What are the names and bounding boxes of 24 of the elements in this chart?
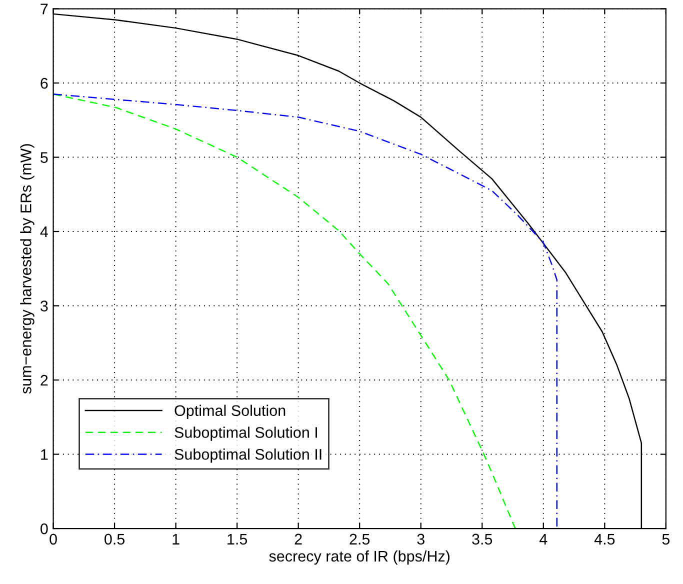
x-tick-label: 3.5 xyxy=(472,534,492,545)
x-tick-label: 1 xyxy=(172,534,180,544)
x-tick-label: 1.5 xyxy=(228,534,248,545)
y-tick-label: 6 xyxy=(40,78,48,89)
x-tick-label: 4 xyxy=(540,534,548,544)
y-tick-label: 1 xyxy=(41,449,48,460)
legend-label: Suboptimal Solution II xyxy=(174,448,322,463)
x-axis-title: secrecy rate of IR (bps/Hz) xyxy=(269,550,450,565)
legend-label: Suboptimal Solution I xyxy=(174,426,317,441)
y-tick-label: 2 xyxy=(40,374,48,386)
y-tick-label: 0 xyxy=(40,523,48,534)
y-tick-label: 7 xyxy=(40,4,48,14)
x-tick-label: 2.5 xyxy=(350,534,370,545)
x-tick-label: 0 xyxy=(50,534,57,545)
y-axis-title: sum−energy harvested by ERs (mW) xyxy=(20,144,34,394)
x-tick-label: 2 xyxy=(294,534,302,544)
y-tick-label: 4 xyxy=(40,226,48,238)
legend-label: Optimal Solution xyxy=(174,404,286,420)
x-tick-label: 5 xyxy=(662,534,670,545)
x-tick-label: 0.5 xyxy=(104,534,125,545)
y-tick-label: 5 xyxy=(40,152,48,163)
y-tick-label: 3 xyxy=(40,300,48,312)
x-tick-label: 3 xyxy=(417,534,424,545)
x-tick-label: 4.5 xyxy=(594,534,615,545)
